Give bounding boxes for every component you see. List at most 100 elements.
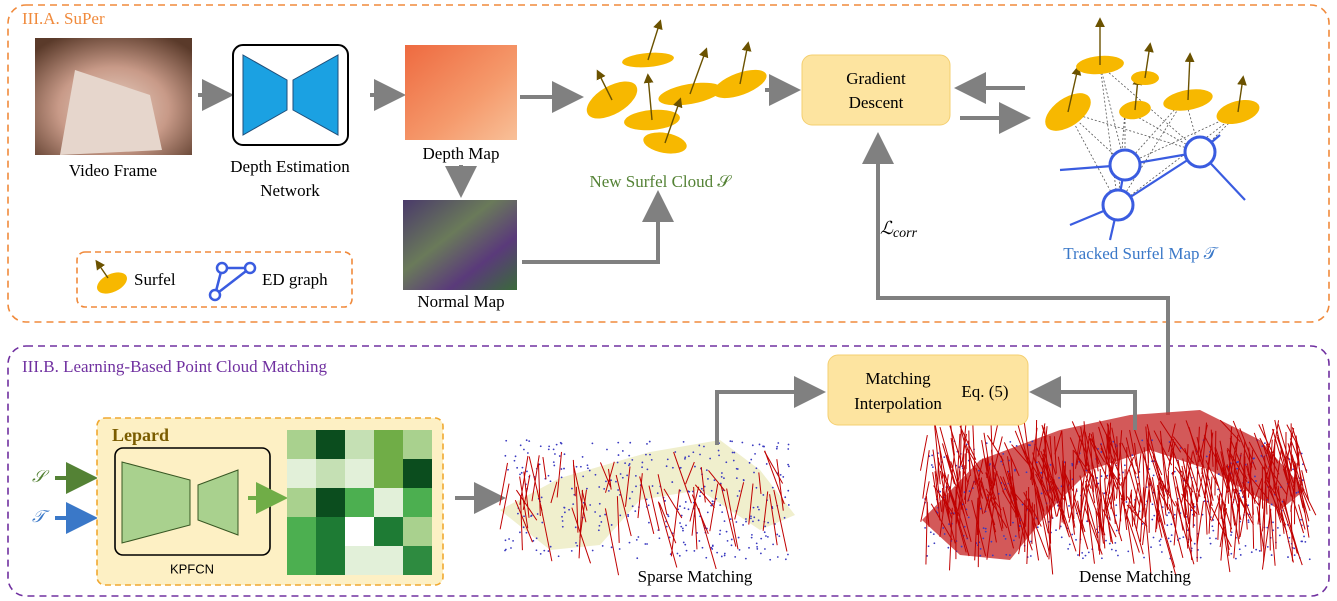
cloud-point	[718, 450, 720, 452]
cloud-point	[719, 533, 721, 535]
dotted-link	[1100, 65, 1118, 205]
cloud-point	[1174, 471, 1176, 473]
cloud-point	[1254, 476, 1256, 478]
cloud-point	[556, 444, 558, 446]
cloud-point	[787, 490, 789, 492]
depth-map-image	[405, 45, 517, 140]
cloud-point	[558, 555, 560, 557]
cloud-point	[1131, 454, 1133, 456]
cloud-point	[1151, 519, 1153, 521]
cloud-point	[628, 455, 630, 457]
cloud-point	[646, 443, 648, 445]
cloud-point	[1030, 555, 1032, 557]
cloud-point	[575, 542, 577, 544]
cloud-point	[764, 548, 766, 550]
cloud-point	[659, 537, 661, 539]
cloud-point	[532, 540, 534, 542]
cloud-point	[1230, 553, 1232, 555]
cloud-point	[1153, 515, 1155, 517]
cloud-point	[721, 472, 723, 474]
cloud-point	[629, 498, 631, 500]
cloud-point	[772, 543, 774, 545]
cloud-point	[718, 454, 720, 456]
cloud-point	[560, 442, 562, 444]
cloud-point	[724, 555, 726, 557]
cloud-point	[961, 546, 963, 548]
cloud-point	[776, 446, 778, 448]
cloud-point	[1085, 555, 1087, 557]
arrow	[717, 392, 818, 445]
dense-cloud	[920, 410, 1315, 576]
cloud-point	[711, 548, 713, 550]
cloud-point	[1277, 527, 1279, 529]
cloud-point	[982, 537, 984, 539]
equation: Eq. (5)	[961, 382, 1008, 401]
label: Depth Estimation	[230, 157, 350, 176]
cloud-point	[611, 524, 613, 526]
cloud-point	[776, 534, 778, 536]
cloud-point	[703, 446, 705, 448]
cloud-point	[649, 454, 651, 456]
label: Network	[260, 181, 320, 200]
cloud-point	[615, 481, 617, 483]
section-title: III.A. SuPer	[22, 9, 105, 28]
cloud-point	[980, 548, 982, 550]
cloud-point	[784, 496, 786, 498]
cloud-point	[726, 531, 728, 533]
cloud-point	[507, 469, 509, 471]
cloud-point	[752, 520, 754, 522]
cloud-point	[1082, 557, 1084, 559]
cloud-point	[540, 445, 542, 447]
cloud-point	[1215, 538, 1217, 540]
cloud-point	[785, 558, 787, 560]
cloud-point	[693, 550, 695, 552]
matrix-cell	[374, 546, 403, 575]
cloud-point	[991, 541, 993, 543]
cloud-point	[731, 544, 733, 546]
cloud-point	[603, 488, 605, 490]
match-line	[920, 435, 927, 471]
match-line	[1127, 496, 1140, 520]
cloud-point	[931, 464, 933, 466]
matrix-cell	[403, 517, 432, 546]
cloud-point	[1255, 480, 1257, 482]
cloud-point	[1068, 505, 1070, 507]
cloud-point	[698, 540, 700, 542]
cloud-point	[764, 525, 766, 527]
cloud-point	[772, 487, 774, 489]
cloud-point	[684, 458, 686, 460]
match-line	[1105, 478, 1106, 499]
cloud-point	[721, 511, 723, 513]
cloud-point	[648, 504, 650, 506]
cloud-point	[684, 456, 686, 458]
match-line	[1121, 482, 1126, 530]
cloud-point	[1161, 551, 1163, 553]
cloud-point	[576, 466, 578, 468]
cloud-point	[1288, 537, 1290, 539]
cloud-point	[769, 559, 771, 561]
cloud-point	[788, 504, 790, 506]
cloud-point	[598, 486, 600, 488]
match-line	[1168, 476, 1175, 526]
cloud-point	[739, 549, 741, 551]
cloud-point	[629, 442, 631, 444]
cloud-point	[1239, 548, 1241, 550]
cloud-point	[631, 459, 633, 461]
cloud-point	[735, 521, 737, 523]
matrix-cell	[316, 430, 345, 459]
cloud-point	[668, 515, 670, 517]
cloud-point	[724, 520, 726, 522]
label: Video Frame	[69, 161, 157, 180]
cloud-point	[743, 479, 745, 481]
match-line	[699, 508, 717, 569]
cloud-point	[1166, 524, 1168, 526]
loss-symbol: ℒ	[880, 218, 894, 238]
cloud-point	[1267, 546, 1269, 548]
cloud-point	[537, 513, 539, 515]
cloud-point	[1304, 541, 1306, 543]
cloud-point	[1127, 550, 1129, 552]
cloud-point	[645, 454, 647, 456]
label: Matching	[865, 369, 931, 388]
cloud-point	[721, 476, 723, 478]
cloud-point	[1255, 549, 1257, 551]
